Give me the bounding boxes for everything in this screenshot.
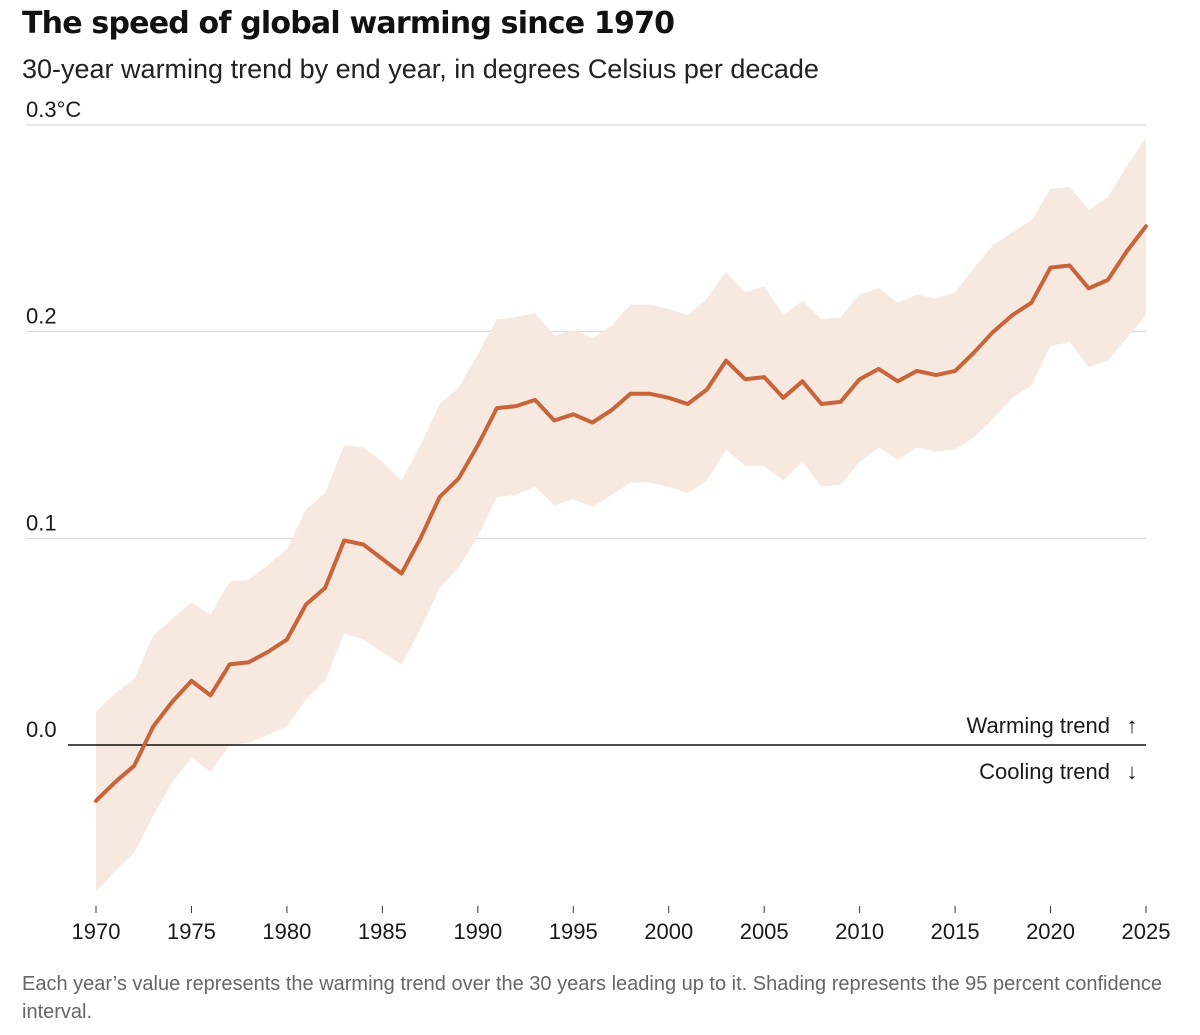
y-tick-label: 0.0 [26, 717, 57, 742]
y-axis-ticks: 0.3°C 0.2 0.1 0.0 [26, 97, 81, 742]
y-tick-label: 0.3°C [26, 97, 81, 122]
y-tick-label: 0.2 [26, 304, 57, 329]
x-tick-label: 2005 [740, 919, 789, 944]
x-tick-label: 1980 [262, 919, 311, 944]
x-tick-label: 1995 [549, 919, 598, 944]
x-tick-label: 1990 [453, 919, 502, 944]
x-axis-ticks: 1970 1975 1980 1985 1990 1995 2000 2005 2010 2015… [72, 906, 1171, 944]
chart-title: The speed of global warming since 1970 [22, 6, 675, 41]
warming-trend-chart: 0.3°C 0.2 0.1 0.0 1970 1975 1980 1985 1990 1995 2… [26, 97, 1171, 944]
y-tick-label: 0.1 [26, 510, 57, 535]
x-tick-label: 2020 [1026, 919, 1075, 944]
trend-line-layer [94, 224, 1148, 803]
trend-annotations: Warming trend ↑ Cooling trend ↓ [967, 713, 1138, 784]
trend-line [94, 224, 1148, 803]
x-tick-label: 1985 [358, 919, 407, 944]
x-tick-label: 1975 [167, 919, 216, 944]
x-tick-label: 2010 [835, 919, 884, 944]
chart-footnote: Each year’s value represents the warming… [22, 973, 1162, 1023]
x-tick-label: 1970 [72, 919, 121, 944]
x-tick-label: 2025 [1122, 919, 1171, 944]
warming-trend-label: Warming trend [967, 713, 1110, 738]
chart-subtitle: 30-year warming trend by end year, in de… [22, 54, 819, 84]
arrow-up-icon: ↑ [1127, 713, 1138, 738]
confidence-interval-band [96, 137, 1146, 892]
confidence-band-layer [96, 137, 1146, 892]
cooling-trend-label: Cooling trend [979, 759, 1110, 784]
arrow-down-icon: ↓ [1127, 759, 1138, 784]
x-tick-label: 2015 [931, 919, 980, 944]
x-tick-label: 2000 [644, 919, 693, 944]
